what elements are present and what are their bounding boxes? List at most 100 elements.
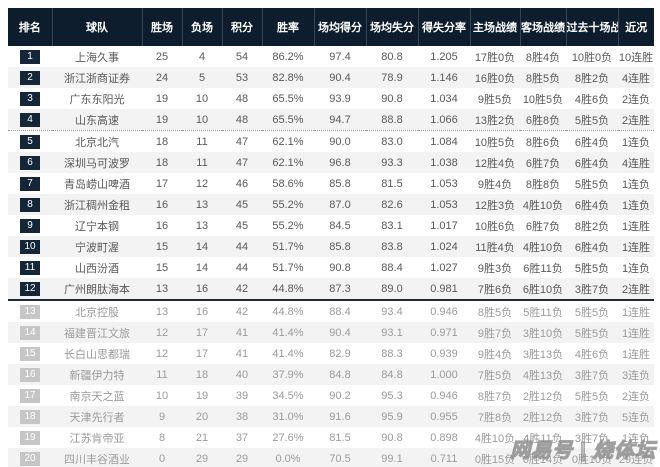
cell-points: 45 (222, 194, 262, 215)
cell-rank: 18 (8, 406, 52, 427)
cell-avg_points_against: 99.1 (366, 448, 418, 467)
cell-rank: 16 (8, 364, 52, 385)
cell-away_record: 2胜12负 (520, 406, 566, 427)
cell-team: 山东高速 (52, 109, 142, 131)
cell-points: 47 (235, 135, 249, 148)
cell-wins: 17 (155, 177, 169, 190)
cell-home_record: 8胜7负 (477, 390, 513, 403)
team-row: 10 宁波町渥 15 14 44 51.7% 85.8 83.8 1.024 11胜4负 4胜10负… (8, 236, 654, 257)
cell-wins: 15 (155, 261, 169, 274)
cell-point_ratio: 1.024 (418, 236, 470, 257)
cell-point_ratio: 0.981 (418, 278, 470, 301)
cell-avg_points_for: 90.0 (329, 135, 351, 148)
cell-avg_points_against: 81.5 (381, 177, 403, 190)
cell-wins: 8 (158, 431, 166, 444)
cell-avg_points_against: 93.3 (366, 152, 418, 173)
cell-losses: 10 (195, 92, 209, 105)
cell-points: 29 (222, 448, 262, 467)
cell-home_record: 12胜3负 (470, 194, 520, 215)
cell-home_record: 7胜8负 (470, 406, 520, 427)
cell-streak: 1连负 (621, 432, 651, 445)
cell-win_rate: 55.2% (262, 194, 314, 215)
cell-home_record: 4胜10负 (474, 432, 516, 445)
cell-away_record: 8胜5负 (520, 67, 566, 88)
cell-team: 广东东阳光 (69, 93, 125, 106)
cell-avg_points_for: 91.6 (314, 406, 366, 427)
cell-streak: 3连负 (618, 364, 654, 385)
cell-away_record: 5胜11负 (523, 306, 563, 319)
cell-home_record: 17胜0负 (474, 51, 516, 64)
cell-win_rate: 31.0% (262, 406, 314, 427)
cell-avg_points_against: 83.1 (381, 219, 403, 232)
cell-rank: 15 (8, 343, 52, 364)
cell-last10_record: 6胜4负 (574, 136, 610, 149)
cell-streak: 1连负 (621, 136, 651, 149)
cell-away_record: 3胜13负 (522, 348, 564, 361)
cell-points: 40 (222, 364, 262, 385)
cell-team: 北京北汽 (75, 136, 119, 149)
cell-avg_points_against: 90.8 (381, 92, 403, 105)
cell-avg_points_for: 96.8 (314, 152, 366, 173)
cell-point_ratio: 1.146 (418, 67, 470, 88)
cell-avg_points_for: 90.4 (314, 67, 366, 88)
cell-wins: 19 (155, 92, 169, 105)
cell-home_record: 7胜5负 (470, 364, 520, 385)
col-header-home_record: 主场战绩 (469, 8, 520, 46)
cell-wins: 25 (155, 50, 169, 63)
cell-points: 42 (222, 278, 262, 301)
cell-avg_points_against: 88.3 (381, 347, 403, 360)
cell-avg_points_for: 90.2 (329, 389, 351, 402)
cell-point_ratio: 0.971 (418, 322, 470, 343)
cell-away_record: 8胜4负 (525, 51, 561, 64)
cell-avg_points_against: 78.9 (366, 67, 418, 88)
cell-rank: 11 (8, 257, 52, 278)
cell-points: 41 (222, 322, 262, 343)
cell-points: 45 (235, 219, 249, 232)
cell-home_record: 7胜6负 (470, 278, 520, 301)
cell-team: 宁波町渥 (52, 236, 142, 257)
rank-badge: 1 (20, 49, 40, 64)
cell-points: 47 (222, 152, 262, 173)
cell-avg_points_for: 84.5 (329, 219, 351, 232)
cell-streak: 10连胜 (618, 51, 654, 64)
cell-streak: 4连胜 (618, 152, 654, 173)
cell-last10_record: 8胜2负 (566, 67, 618, 88)
cell-losses: 11 (182, 152, 222, 173)
rank-badge: 5 (20, 134, 40, 149)
cell-streak: 1连胜 (618, 322, 654, 343)
cell-win_rate: 86.2% (272, 50, 304, 63)
cell-away_record: 4胜10负 (520, 194, 566, 215)
col-header-losses: 负场 (181, 8, 222, 46)
cell-avg_points_for: 87.0 (314, 194, 366, 215)
rank-badge: 17 (20, 388, 40, 403)
cell-last10_record: 6胜4负 (566, 194, 618, 215)
team-row: 16 新疆伊力特 11 18 40 37.9% 84.8 84.8 1.000 7胜5负 4胜13负… (8, 364, 654, 385)
cell-point_ratio: 0.955 (418, 406, 470, 427)
cell-last10_record: 4胜6负 (574, 348, 610, 361)
rank-badge: 12 (20, 281, 40, 296)
team-row: 19 江苏肯帝亚 8 21 37 27.6% 81.5 90.8 0.898 4胜10负 4胜11负… (8, 427, 654, 448)
rank-badge: 7 (20, 176, 40, 191)
cell-point_ratio: 1.205 (430, 50, 458, 63)
cell-streak: 2连负 (621, 93, 651, 106)
cell-win_rate: 55.2% (272, 219, 304, 232)
cell-team: 广州朗肽海本 (52, 278, 142, 301)
cell-home_record: 9胜3负 (477, 262, 513, 275)
cell-streak: 4连胜 (618, 67, 654, 88)
cell-win_rate: 65.5% (272, 92, 304, 105)
cell-streak: 5连负 (618, 406, 654, 427)
cell-rank: 14 (8, 322, 52, 343)
cell-losses: 5 (182, 67, 222, 88)
cell-point_ratio: 0.898 (430, 431, 458, 444)
cell-losses: 12 (195, 177, 209, 190)
cell-avg_points_against: 93.4 (381, 305, 403, 318)
cell-wins: 10 (155, 389, 169, 402)
cell-wins: 11 (142, 364, 182, 385)
cell-losses: 19 (195, 389, 209, 402)
cell-avg_points_for: 85.8 (329, 177, 351, 190)
cell-win_rate: 41.4% (262, 322, 314, 343)
cell-win_rate: 51.7% (272, 261, 304, 274)
cell-away_record: 10胜5负 (522, 93, 564, 106)
cell-points: 46 (235, 177, 249, 190)
cell-point_ratio: 1.066 (418, 109, 470, 131)
